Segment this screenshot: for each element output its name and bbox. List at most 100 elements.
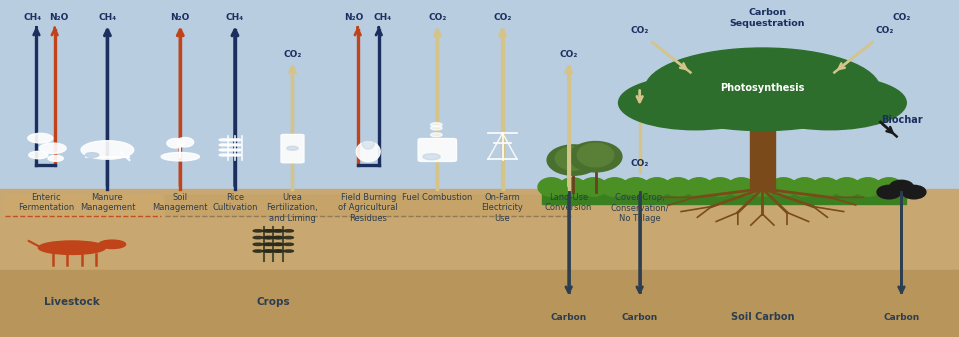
- Ellipse shape: [272, 250, 282, 252]
- Text: Rice
Cultivation: Rice Cultivation: [212, 193, 258, 212]
- Ellipse shape: [253, 236, 263, 239]
- Text: Crops: Crops: [256, 297, 291, 307]
- Ellipse shape: [272, 236, 282, 239]
- Ellipse shape: [580, 178, 607, 196]
- Text: Field Burning
of Agricultural
Residues: Field Burning of Agricultural Residues: [339, 193, 398, 222]
- Text: Carbon: Carbon: [883, 313, 920, 323]
- Ellipse shape: [547, 145, 600, 175]
- Ellipse shape: [645, 48, 880, 130]
- Ellipse shape: [274, 229, 284, 232]
- Ellipse shape: [901, 185, 925, 199]
- Text: CO₂: CO₂: [428, 13, 447, 22]
- Ellipse shape: [161, 152, 199, 161]
- Ellipse shape: [219, 154, 228, 156]
- Ellipse shape: [833, 178, 860, 196]
- Ellipse shape: [431, 133, 442, 137]
- Bar: [0, 270, 959, 337]
- Bar: [542, 181, 906, 204]
- Ellipse shape: [85, 153, 99, 157]
- Ellipse shape: [357, 142, 381, 162]
- Ellipse shape: [28, 133, 53, 143]
- Ellipse shape: [707, 178, 734, 196]
- Text: CH₄: CH₄: [24, 13, 41, 22]
- Text: Manure
Management: Manure Management: [80, 193, 135, 212]
- Ellipse shape: [577, 143, 614, 167]
- Ellipse shape: [253, 243, 263, 245]
- Ellipse shape: [48, 155, 63, 161]
- Ellipse shape: [287, 146, 298, 150]
- Text: CO₂: CO₂: [892, 13, 911, 22]
- Ellipse shape: [284, 250, 293, 252]
- Ellipse shape: [665, 178, 691, 196]
- Ellipse shape: [538, 178, 565, 196]
- Ellipse shape: [728, 178, 755, 196]
- Ellipse shape: [81, 141, 133, 159]
- Ellipse shape: [253, 250, 263, 252]
- Text: CO₂: CO₂: [283, 50, 302, 59]
- Text: N₂O: N₂O: [344, 13, 363, 22]
- Text: CH₄: CH₄: [99, 13, 116, 22]
- Ellipse shape: [29, 151, 48, 159]
- Ellipse shape: [265, 236, 274, 239]
- Text: Carbon: Carbon: [621, 313, 658, 323]
- Ellipse shape: [431, 126, 442, 130]
- Ellipse shape: [253, 229, 263, 232]
- Ellipse shape: [265, 229, 274, 232]
- Bar: [165, 195, 568, 216]
- Ellipse shape: [99, 240, 126, 249]
- Ellipse shape: [555, 147, 592, 170]
- Ellipse shape: [749, 178, 776, 196]
- Ellipse shape: [233, 149, 242, 151]
- Ellipse shape: [219, 144, 228, 146]
- Ellipse shape: [265, 243, 274, 245]
- Ellipse shape: [167, 139, 184, 148]
- Ellipse shape: [225, 154, 235, 156]
- Ellipse shape: [890, 180, 913, 194]
- Ellipse shape: [38, 241, 105, 254]
- Ellipse shape: [225, 144, 235, 146]
- Text: CH₄: CH₄: [374, 13, 391, 22]
- Ellipse shape: [877, 185, 901, 199]
- Ellipse shape: [570, 142, 621, 172]
- Ellipse shape: [643, 178, 670, 196]
- Ellipse shape: [219, 149, 228, 151]
- Text: Carbon
Sequestration: Carbon Sequestration: [730, 8, 805, 28]
- FancyBboxPatch shape: [418, 139, 456, 161]
- Ellipse shape: [233, 154, 242, 156]
- Ellipse shape: [854, 178, 881, 196]
- Ellipse shape: [225, 139, 235, 141]
- Ellipse shape: [601, 178, 628, 196]
- Ellipse shape: [39, 143, 66, 153]
- Text: Livestock: Livestock: [44, 297, 100, 307]
- Ellipse shape: [274, 243, 284, 245]
- Ellipse shape: [219, 139, 228, 141]
- Ellipse shape: [274, 236, 284, 239]
- Ellipse shape: [272, 229, 282, 232]
- Ellipse shape: [876, 178, 902, 196]
- Text: N₂O: N₂O: [171, 13, 190, 22]
- Ellipse shape: [812, 178, 839, 196]
- Text: Carbon: Carbon: [550, 313, 587, 323]
- Bar: [0, 189, 959, 337]
- Text: CO₂: CO₂: [493, 13, 512, 22]
- Ellipse shape: [431, 123, 442, 127]
- Ellipse shape: [263, 229, 272, 232]
- Text: Photosynthesis: Photosynthesis: [720, 83, 805, 93]
- Text: Cover Crop,
Conservation/
No Tillage: Cover Crop, Conservation/ No Tillage: [610, 193, 669, 222]
- Ellipse shape: [263, 250, 272, 252]
- Bar: [5, 195, 161, 216]
- Bar: [750, 99, 775, 189]
- Ellipse shape: [791, 178, 818, 196]
- Text: CO₂: CO₂: [876, 26, 895, 35]
- Ellipse shape: [263, 243, 272, 245]
- Ellipse shape: [622, 178, 649, 196]
- Text: Soil Carbon: Soil Carbon: [731, 312, 794, 322]
- Text: N₂O: N₂O: [49, 13, 68, 22]
- Ellipse shape: [559, 178, 586, 196]
- Text: CO₂: CO₂: [559, 50, 578, 59]
- Ellipse shape: [233, 139, 242, 141]
- Ellipse shape: [686, 178, 713, 196]
- Ellipse shape: [284, 229, 293, 232]
- Ellipse shape: [176, 137, 194, 147]
- Text: Biochar: Biochar: [880, 115, 923, 125]
